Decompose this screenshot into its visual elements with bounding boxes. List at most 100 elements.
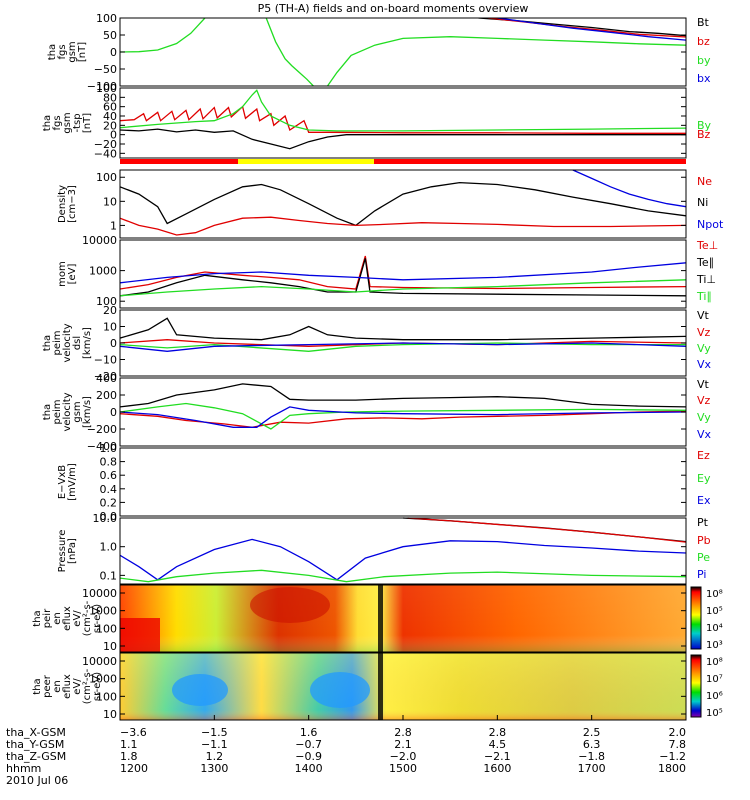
legend-entry: bz (697, 35, 710, 48)
y-tick-label: 10.0 (93, 512, 118, 525)
heatmap-electron (120, 653, 686, 720)
legend-entry: Ex (697, 494, 711, 507)
y-axis-label-line: fgs (57, 44, 68, 59)
y-axis-label-line: gsm (62, 112, 73, 133)
y-axis-label-line: sr-eV) (92, 604, 103, 633)
y-axis-label-line: fgs (52, 115, 63, 130)
x-tick-label-y: −0.7 (295, 738, 322, 751)
y-axis-label-line: [km/s] (82, 327, 93, 359)
series-line-p4-1 (120, 258, 686, 297)
y-tick-label: 100 (96, 12, 117, 25)
x-tick-label-z: −0.9 (295, 750, 322, 763)
y-tick-label: 40 (103, 110, 117, 123)
y-tick-label: 0.0 (100, 510, 118, 523)
y-tick-label: 100 (96, 82, 117, 95)
y-axis-label-line: gsm (72, 401, 83, 422)
panel-frame-p8 (119, 517, 687, 585)
y-tick-label: 80 (103, 91, 117, 104)
y-tick-label: 0.8 (100, 456, 118, 469)
series-line-p5-3 (120, 342, 686, 352)
y-tick-label: 10000 (82, 587, 117, 600)
x-tick-label-z: −2.0 (390, 750, 417, 763)
y-tick-label: 20 (103, 304, 117, 317)
legend-entry: Vx (697, 358, 712, 371)
colorbar-tick-label: 10⁸ (706, 589, 723, 600)
series-line-p2-0 (120, 128, 686, 150)
y-axis-label-line: sr-eV) (92, 672, 103, 701)
legend-entry: Vt (697, 309, 710, 322)
x-tick-label-x: −1.5 (201, 726, 228, 739)
time-axis-row-label: hhmm (6, 762, 41, 775)
legend-entry: Pi (697, 568, 706, 581)
y-axis-label-p6: tha peim velocity gsm [km/s] (42, 392, 93, 431)
y-axis-label-line: [nPa] (67, 538, 78, 564)
legend-entry: Vz (697, 326, 711, 339)
y-tick-label: −10 (94, 354, 117, 367)
y-tick-label: 0 (110, 129, 117, 142)
y-tick-label: 0 (110, 337, 117, 350)
colorbar-tick-label: 10⁴ (706, 623, 723, 634)
x-tick-label-y: 6.3 (583, 738, 601, 751)
y-axis-label-line: velocity (62, 392, 73, 431)
y-tick-label: 60 (103, 101, 117, 114)
y-axis-label-line: eflux (62, 606, 73, 631)
y-tick-label: 10000 (82, 655, 117, 668)
y-tick-label: 400 (96, 372, 117, 385)
series-line-p4-2 (120, 262, 686, 284)
x-tick-label-hhmm: 1800 (658, 762, 686, 775)
y-axis-label-p2: tha fgs gsm -tsp [nT] (42, 112, 93, 133)
y-tick-label: 50 (103, 29, 117, 42)
y-tick-label: 100 (96, 622, 117, 635)
time-axis-row-label: tha_X-GSM (6, 726, 66, 739)
y-axis-label-p5: tha peim velocity dsl [km/s] (42, 323, 93, 362)
y-axis-label-line: tha (32, 610, 43, 626)
y-axis-label-p1: tha fgs gsm [nT] (47, 41, 88, 62)
series-line-p1-2 (326, 36, 686, 87)
plot-title: P5 (TH-A) fields and on-board moments ov… (258, 2, 529, 15)
x-tick-label-hhmm: 1400 (295, 762, 323, 775)
x-tick-label-hhmm: 1500 (389, 762, 417, 775)
series-line-p8-1 (120, 569, 686, 583)
x-tick-label-hhmm: 1700 (578, 762, 606, 775)
x-tick-label-hhmm: 1200 (120, 762, 148, 775)
y-axis-label-line: eflux (62, 674, 73, 699)
panel-frame-p3 (119, 169, 687, 239)
y-axis-label-line: [cm−3] (67, 185, 78, 223)
x-tick-label-z: −2.1 (484, 750, 511, 763)
series-line-p1-0 (120, 18, 206, 53)
y-axis-label-p3: Density [cm−3] (57, 185, 78, 223)
x-tick-label-x: −3.6 (120, 726, 147, 739)
y-axis-label-p10: tha peer en eflux eV/(cm²-s-sr-eV) (32, 668, 103, 704)
y-tick-label: −20 (94, 370, 117, 383)
y-tick-label: 0.6 (100, 469, 118, 482)
colorbar-ion (690, 586, 702, 650)
y-tick-label: 10 (103, 321, 117, 334)
colorbar-tick-label: 10⁵ (706, 606, 723, 617)
x-tick-label-x: 2.5 (583, 726, 601, 739)
x-tick-label-x: 2.8 (489, 726, 507, 739)
legend-entry: Vx (697, 428, 712, 441)
panel-frame-p6 (119, 377, 687, 447)
y-axis-label-p7: E−VxB [mV/m] (57, 463, 78, 501)
y-axis-label-line: peim (52, 399, 63, 424)
y-axis-label-line: peer (42, 674, 53, 698)
y-axis-label-line: peir (42, 608, 53, 628)
time-axis-row-label: tha_Y-GSM (6, 738, 64, 751)
y-axis-label-line: Pressure (57, 530, 68, 573)
y-axis-label-line: tha (32, 678, 43, 694)
y-axis-label-p8: Pressure [nPa] (57, 530, 78, 573)
y-axis-label-line: gsm (67, 41, 78, 62)
legend-entry: Ni (697, 196, 708, 209)
y-tick-label: 200 (96, 389, 117, 402)
y-axis-label-line: (cm²-s- (82, 600, 93, 636)
y-axis-label-line: tha (42, 335, 53, 351)
series-line-p6-0 (120, 383, 686, 408)
y-tick-label: 1.0 (100, 541, 118, 554)
colorbar-tick-label: 10⁶ (706, 691, 723, 702)
y-tick-label: 1 (110, 219, 117, 232)
y-tick-label: 10 (103, 708, 117, 721)
panel-frame-p2 (119, 87, 687, 159)
mode-bar (120, 159, 686, 164)
series-line-p1-5 (497, 18, 686, 41)
